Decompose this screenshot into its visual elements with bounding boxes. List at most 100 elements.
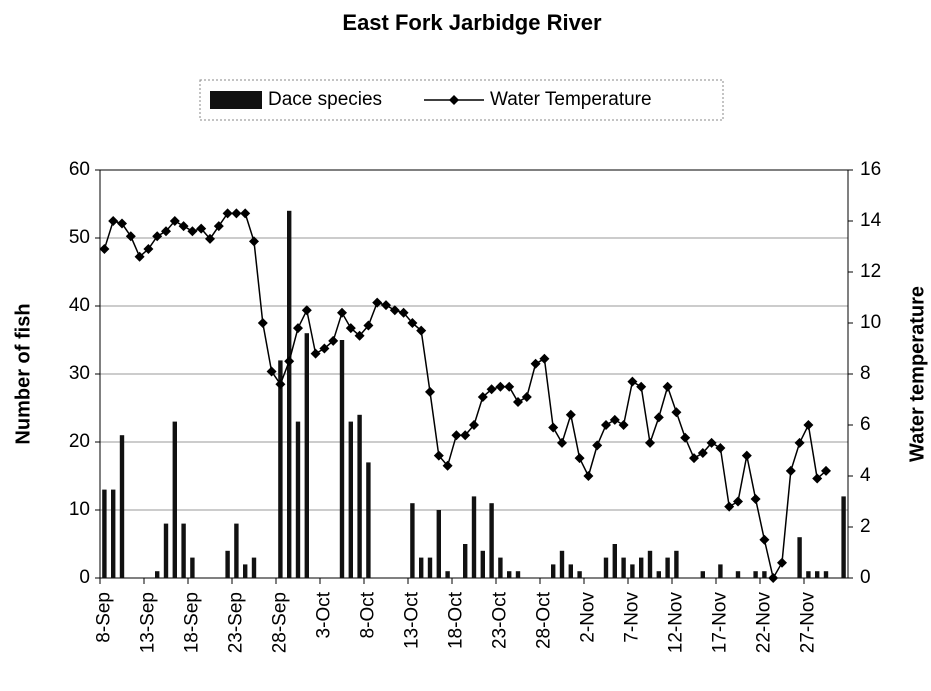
temperature-marker xyxy=(495,381,506,392)
x-tick-label: 18-Oct xyxy=(445,591,466,649)
chart-title: East Fork Jarbidge River xyxy=(342,10,602,35)
x-tick-label: 3-Oct xyxy=(313,591,334,638)
bar xyxy=(603,557,609,578)
legend-label: Dace species xyxy=(268,89,382,110)
bar xyxy=(762,571,767,578)
temperature-marker xyxy=(266,366,277,377)
bar xyxy=(172,421,177,578)
bar xyxy=(507,571,512,578)
x-tick-label: 28-Oct xyxy=(533,591,554,649)
temperature-marker xyxy=(178,221,189,232)
bar xyxy=(559,550,565,578)
temperature-marker xyxy=(213,221,224,232)
temperature-marker xyxy=(486,384,497,395)
temperature-marker xyxy=(134,251,145,262)
temperature-marker xyxy=(108,216,119,226)
bar xyxy=(287,210,292,579)
bar xyxy=(735,571,741,578)
temperature-marker xyxy=(583,471,594,481)
bar xyxy=(753,571,758,578)
x-tick-label: 8-Oct xyxy=(357,591,378,638)
bar xyxy=(515,571,521,578)
temperature-marker xyxy=(161,226,171,237)
x-tick-label: 23-Sep xyxy=(225,592,246,653)
temperature-marker xyxy=(354,330,365,341)
y2-tick-label: 12 xyxy=(860,261,881,282)
bar xyxy=(295,421,301,578)
temperature-marker xyxy=(609,414,620,425)
temperature-marker xyxy=(812,473,823,484)
temperature-marker xyxy=(741,450,752,461)
temperature-marker xyxy=(469,420,479,430)
x-tick-label: 12-Nov xyxy=(665,592,686,654)
bar xyxy=(665,557,670,578)
temperature-marker xyxy=(557,437,567,448)
y2-tick-label: 0 xyxy=(860,567,871,588)
temperature-marker xyxy=(293,323,303,334)
bar xyxy=(410,503,415,578)
temperature-marker xyxy=(645,437,655,448)
bar xyxy=(366,462,371,578)
temperature-marker xyxy=(662,381,673,392)
temperature-marker xyxy=(442,460,453,471)
temperature-marker xyxy=(565,409,576,420)
temperature-marker xyxy=(143,244,154,255)
temperature-marker xyxy=(777,557,787,568)
temperature-marker xyxy=(337,307,347,318)
y-tick-label: 20 xyxy=(69,431,90,452)
y-tick-label: 60 xyxy=(69,159,90,180)
x-tick-label: 18-Sep xyxy=(181,592,202,653)
bar xyxy=(419,557,424,578)
temperature-marker xyxy=(187,226,198,237)
bar xyxy=(348,421,353,578)
bar xyxy=(119,435,125,578)
y-tick-label: 30 xyxy=(69,363,90,384)
x-tick-label: 13-Oct xyxy=(401,591,422,649)
temperature-marker xyxy=(706,437,717,448)
bar xyxy=(489,503,494,578)
temperature-marker xyxy=(671,407,682,418)
temperature-marker xyxy=(785,465,796,476)
bar xyxy=(339,340,345,578)
y2-tick-label: 4 xyxy=(860,465,871,486)
temperature-marker xyxy=(504,381,515,392)
x-tick-label: 17-Nov xyxy=(709,592,730,654)
temperature-marker xyxy=(653,412,664,423)
x-tick-label: 23-Oct xyxy=(489,591,510,649)
bar xyxy=(815,571,820,578)
temperature-marker xyxy=(328,335,339,346)
temperature-marker xyxy=(636,381,647,392)
temperature-marker xyxy=(398,307,409,318)
bar xyxy=(568,564,573,578)
bar xyxy=(621,557,626,578)
temperature-marker xyxy=(680,432,691,443)
temperature-marker xyxy=(425,386,435,397)
y2-tick-label: 16 xyxy=(860,159,881,180)
temperature-marker xyxy=(601,420,611,430)
bar xyxy=(841,496,846,578)
x-tick-label: 8-Sep xyxy=(93,592,114,643)
bar xyxy=(251,557,257,578)
bar xyxy=(163,523,169,578)
temperature-marker xyxy=(301,305,312,316)
temperature-marker xyxy=(389,305,400,316)
bar xyxy=(102,489,107,578)
bar xyxy=(225,550,230,578)
temperature-marker xyxy=(768,573,779,583)
temperature-marker xyxy=(125,231,136,242)
bar xyxy=(630,564,635,578)
temperature-marker xyxy=(794,437,805,448)
temperature-marker xyxy=(627,376,638,387)
bar xyxy=(357,414,362,578)
temperature-marker xyxy=(715,442,726,453)
bar xyxy=(181,523,186,578)
temperature-marker xyxy=(530,358,541,369)
temperature-marker xyxy=(257,318,268,328)
x-tick-label: 27-Nov xyxy=(797,592,818,654)
bar xyxy=(111,489,116,578)
bar xyxy=(463,544,468,578)
temperature-marker xyxy=(240,208,251,219)
temperature-marker xyxy=(513,397,523,408)
bar xyxy=(647,550,653,578)
